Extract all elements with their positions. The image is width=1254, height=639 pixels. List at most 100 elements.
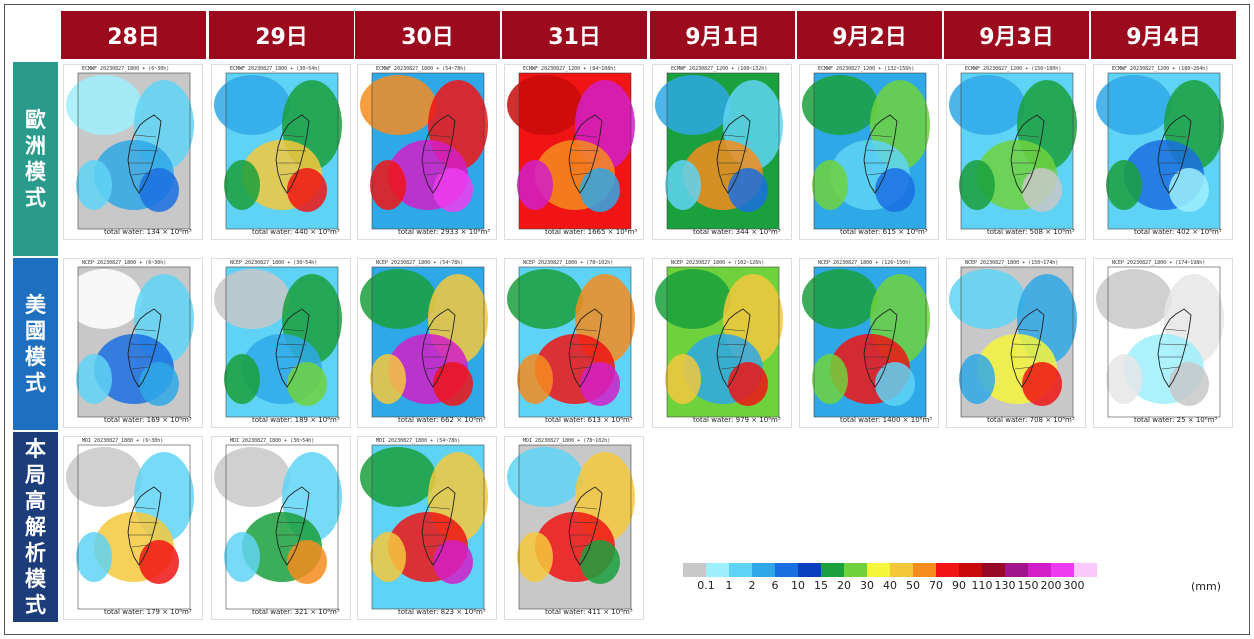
total-water-label: total water: 508 × 10⁶m³ (987, 228, 1075, 236)
column-header: 9月1日 (650, 11, 795, 59)
panel-caption: NCEP 20230827_1800 + (6~30h) (82, 260, 167, 266)
legend-tick-label: 15 (814, 579, 828, 592)
legend-tick-label: 1 (725, 579, 733, 592)
mdi-rainfall-map: MDI 20230827_1800 + (6~30h) total water: … (63, 436, 203, 620)
panel-caption: ECMWF 20230827_1800 + (54~78h) (376, 66, 467, 72)
legend-tick-label: 300 (1063, 579, 1085, 592)
map-canvas (66, 266, 194, 418)
map-canvas (1096, 72, 1224, 230)
legend-swatch (1051, 563, 1074, 577)
map-canvas (655, 72, 783, 230)
total-water-label: total water: 321 × 10⁶m³ (252, 608, 340, 616)
panel-caption: ECMWF 20230827_1800 + (6~30h) (82, 66, 170, 72)
ecmwf-rainfall-map: ECMWF 20230827_1200 + (132~156h) total wa… (799, 64, 939, 240)
panel-caption: MDI 20230827_1800 + (54~78h) (376, 438, 461, 444)
map-canvas (1096, 266, 1224, 418)
column-header: 9月2日 (797, 11, 942, 59)
row-header-label: 本局高解析模式 (25, 437, 46, 617)
panel-caption: ECMWF 20230827_1200 + (180~204h) (1112, 66, 1209, 72)
map-canvas (949, 72, 1077, 230)
legend-tick-label: 0.1 (697, 579, 715, 592)
row-header: 本局高解析模式 (13, 432, 58, 622)
legend-swatch (729, 563, 752, 577)
column-header: 29日 (209, 11, 354, 59)
panel-caption: NCEP 20230827_1800 + (54~78h) (376, 260, 464, 266)
panel-caption: MDI 20230827_1800 + (30~54h) (230, 438, 315, 444)
legend-swatch (890, 563, 913, 577)
total-water-label: total water: 823 × 10⁶m³ (398, 608, 486, 616)
panel-caption: ECMWF 20230827_1200 + (108~132h) (671, 66, 768, 72)
legend-tick-label: 20 (837, 579, 851, 592)
total-water-label: total water: 169 × 10⁶m³ (104, 416, 192, 424)
ncep-rainfall-map: NCEP 20230827_1800 + (150~174h) total wat… (946, 258, 1086, 428)
map-canvas (507, 72, 635, 230)
panel-caption: NCEP 20230827_1800 + (102~126h) (671, 260, 765, 266)
total-water-label: total water: 979 × 10⁶m³ (693, 416, 781, 424)
legend-tick-label: 30 (860, 579, 874, 592)
column-header: 9月4日 (1091, 11, 1236, 59)
ncep-rainfall-map: NCEP 20230827_1800 + (54~78h) total water… (357, 258, 497, 428)
legend-swatch (752, 563, 775, 577)
map-canvas (949, 266, 1077, 418)
legend-swatch (982, 563, 1005, 577)
ecmwf-rainfall-map: ECMWF 20230827_1200 + (108~132h) total wa… (652, 64, 792, 240)
legend-swatch (867, 563, 890, 577)
ecmwf-rainfall-map: ECMWF 20230827_1800 + (6~30h) total water… (63, 64, 203, 240)
ecmwf-rainfall-map: ECMWF 20230827_1800 + (54~78h) total wate… (357, 64, 497, 240)
legend-swatch (1028, 563, 1051, 577)
ncep-rainfall-map: NCEP 20230827_1800 + (30~54h) total water… (211, 258, 351, 428)
legend-swatch (798, 563, 821, 577)
total-water-label: total water: 2933 × 10⁶m³ (398, 228, 491, 236)
legend-swatch (821, 563, 844, 577)
panel-caption: NCEP 20230827_1800 + (150~174h) (965, 260, 1059, 266)
map-canvas (655, 266, 783, 418)
ecmwf-rainfall-map: ECMWF 20230827_1200 + (84~108h) total wat… (504, 64, 644, 240)
ncep-rainfall-map: NCEP 20230827_1800 + (6~30h) total water:… (63, 258, 203, 428)
total-water-label: total water: 189 × 10⁶m³ (252, 416, 340, 424)
map-canvas (214, 444, 342, 610)
column-header: 30日 (355, 11, 500, 59)
legend-tick-label: 130 (994, 579, 1016, 592)
legend-unit: (mm) (1191, 580, 1222, 593)
map-canvas (214, 266, 342, 418)
row-header: 美國模式 (13, 258, 58, 430)
legend-tick-label: 50 (906, 579, 920, 592)
legend-swatch (706, 563, 729, 577)
legend-tick-label: 70 (929, 579, 943, 592)
legend-tick-label: 200 (1040, 579, 1062, 592)
total-water-label: total water: 1665 × 10⁶m³ (545, 228, 638, 236)
legend-tick-label: 90 (952, 579, 966, 592)
panel-caption: NCEP 20230827_1800 + (126~150h) (818, 260, 912, 266)
map-canvas (360, 72, 488, 230)
map-canvas (360, 444, 488, 610)
map-canvas (507, 444, 635, 610)
legend-tick-label: 150 (1017, 579, 1039, 592)
panel-caption: MDI 20230827_1800 + (6~30h) (82, 438, 164, 444)
ncep-rainfall-map: NCEP 20230827_1800 + (174~198h) total wat… (1093, 258, 1233, 428)
legend-swatch (959, 563, 982, 577)
panel-caption: NCEP 20230827_1800 + (30~54h) (230, 260, 318, 266)
total-water-label: total water: 1400 × 10⁶m³ (840, 416, 933, 424)
column-header: 31日 (502, 11, 647, 59)
legend-swatch (1005, 563, 1028, 577)
map-canvas (360, 266, 488, 418)
ecmwf-rainfall-map: ECMWF 20230827_1200 + (156~180h) total wa… (946, 64, 1086, 240)
total-water-label: total water: 613 × 10⁶m³ (545, 416, 633, 424)
row-header: 歐洲模式 (13, 62, 58, 256)
legend-tick-label: 110 (971, 579, 993, 592)
map-canvas (802, 266, 930, 418)
total-water-label: total water: 25 × 10⁶m³ (1134, 416, 1218, 424)
map-canvas (214, 72, 342, 230)
ecmwf-rainfall-map: ECMWF 20230827_1800 + (30~54h) total wate… (211, 64, 351, 240)
figure-frame (4, 4, 1250, 635)
total-water-label: total water: 708 × 10⁶m³ (987, 416, 1075, 424)
legend-swatch (936, 563, 959, 577)
ncep-rainfall-map: NCEP 20230827_1800 + (102~126h) total wat… (652, 258, 792, 428)
total-water-label: total water: 134 × 10⁶m³ (104, 228, 192, 236)
total-water-label: total water: 440 × 10⁶m³ (252, 228, 340, 236)
map-canvas (507, 266, 635, 418)
legend-tick-label: 6 (771, 579, 779, 592)
mdi-rainfall-map: MDI 20230827_1800 + (78~102h) total water… (504, 436, 644, 620)
total-water-label: total water: 411 × 10⁶m³ (545, 608, 633, 616)
legend-swatch (844, 563, 867, 577)
